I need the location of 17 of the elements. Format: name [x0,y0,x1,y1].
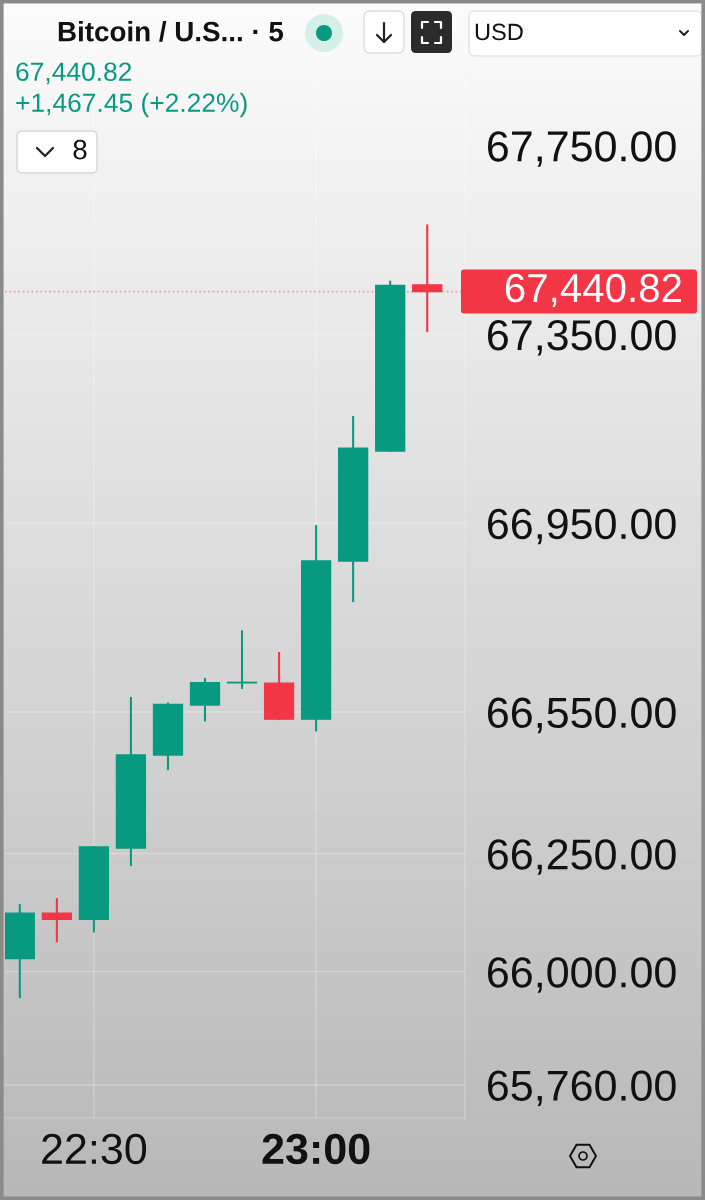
y-tick-label: 66,550.00 [488,697,676,734]
annotation: 67,440.82 [16,62,132,85]
x-tick-label: 23:00 [262,1133,370,1165]
y-tick-label: 67,750.00 [488,131,676,167]
y-tick-label: 67,350.00 [488,319,676,356]
annotation: +1,467.45 (+2.22%) [16,92,247,118]
text: USD [475,23,523,41]
candlestick [41,896,73,944]
y-tick-label: 66,000.00 [488,957,676,993]
chart-title: Bitcoin / U.S... · 5 [58,21,284,42]
candlestick [412,223,443,334]
y-tick-label: 65,760.00 [488,1070,676,1107]
x-tick-label: 22:30 [42,1133,147,1165]
ref-line-label: 67,440.82 [505,273,681,308]
y-tick-label: 66,250.00 [488,839,676,875]
annotation: 8 [73,139,87,160]
y-tick-label: 66,950.00 [488,508,676,545]
